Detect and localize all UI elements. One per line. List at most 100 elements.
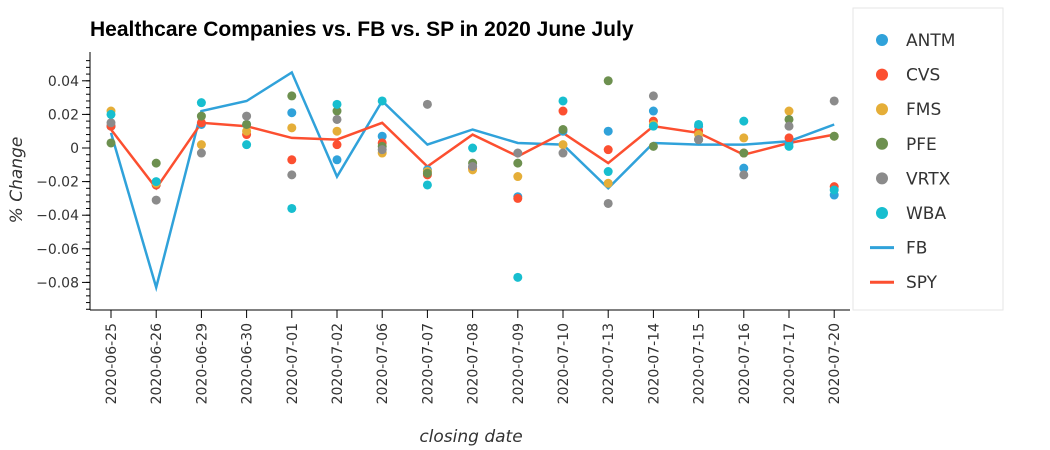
y-tick-label: −0.04 (36, 208, 79, 224)
point-vrtx (422, 99, 432, 109)
point-fms (784, 106, 794, 116)
legend-label-fb[interactable]: FB (906, 239, 927, 259)
y-axis-label: % Change (7, 137, 27, 224)
point-vrtx (468, 161, 478, 171)
point-cvs (196, 118, 206, 128)
x-tick-label: 2020-07-20 (827, 323, 843, 404)
point-vrtx (151, 195, 161, 205)
legend-label-cvs[interactable]: CVS (906, 66, 940, 86)
y-tick-label: −0.06 (36, 242, 79, 258)
point-pfe (242, 119, 252, 129)
point-wba (287, 203, 297, 213)
point-fms (332, 126, 342, 136)
point-pfe (739, 148, 749, 158)
legend-label-pfe[interactable]: PFE (906, 135, 937, 155)
x-tick-label: 2020-07-10 (556, 323, 572, 404)
point-wba (784, 141, 794, 151)
point-wba (196, 98, 206, 108)
point-pfe (196, 111, 206, 121)
point-antm (377, 131, 387, 141)
legend-marker-pfe (876, 137, 888, 150)
legend[interactable]: ANTM CVS FMS PFE VRTX WBA FB SPY (852, 7, 1004, 311)
point-vrtx (196, 148, 206, 158)
point-cvs (287, 155, 297, 165)
y-tick-label: 0.04 (48, 74, 79, 90)
y-tick-label: −0.08 (36, 275, 79, 291)
legend-label-spy[interactable]: SPY (906, 273, 938, 293)
legend-marker-wba (876, 207, 888, 219)
point-vrtx (603, 198, 613, 208)
x-tick-label: 2020-07-09 (511, 323, 527, 404)
x-tick-label: 2020-07-08 (466, 323, 482, 404)
legend-label-vrtx[interactable]: VRTX (906, 169, 951, 189)
legend-marker-antm (876, 34, 888, 46)
point-wba (422, 180, 432, 190)
point-wba (242, 140, 252, 150)
point-wba (513, 272, 523, 282)
point-wba (648, 121, 658, 131)
point-antm (603, 126, 613, 136)
point-pfe (829, 131, 839, 141)
point-fms (196, 140, 206, 150)
point-vrtx (739, 170, 749, 180)
point-pfe (648, 141, 658, 151)
x-tick-label: 2020-07-15 (692, 323, 708, 404)
x-tick-label: 2020-07-01 (285, 323, 301, 404)
point-vrtx (377, 145, 387, 155)
x-tick-label: 2020-06-29 (194, 323, 210, 404)
x-tick-label: 2020-06-30 (240, 323, 256, 404)
x-tick-label: 2020-06-25 (104, 323, 120, 404)
point-wba (829, 185, 839, 195)
point-antm (332, 155, 342, 165)
point-wba (739, 116, 749, 126)
point-vrtx (784, 121, 794, 131)
point-pfe (422, 168, 432, 178)
point-antm (739, 163, 749, 173)
point-pfe (603, 76, 613, 86)
point-cvs (332, 140, 342, 150)
point-wba (468, 143, 478, 153)
plot-area (106, 70, 839, 293)
point-fms (287, 123, 297, 133)
point-pfe (287, 91, 297, 101)
legend-label-fms[interactable]: FMS (906, 100, 941, 120)
y-tick-label: 0 (70, 141, 79, 157)
legend-marker-fms (876, 103, 888, 116)
point-fms (558, 140, 568, 150)
point-cvs (513, 193, 523, 203)
point-pfe (784, 114, 794, 124)
point-cvs (558, 106, 568, 116)
point-pfe (513, 158, 523, 168)
point-vrtx (558, 148, 568, 158)
y-axis: 0.04 0.02 0 −0.02 −0.04 −0.06 −0.08 (36, 52, 91, 310)
point-pfe (558, 125, 568, 135)
legend-label-wba[interactable]: WBA (906, 204, 946, 224)
point-vrtx (287, 170, 297, 180)
point-wba (603, 167, 613, 177)
x-tick-label: 2020-06-26 (149, 323, 165, 404)
y-tick-label: 0.02 (48, 107, 79, 123)
x-tick-label: 2020-07-13 (601, 323, 617, 404)
x-tick-label: 2020-07-07 (420, 323, 436, 404)
line-fb (109, 70, 835, 293)
point-antm (287, 108, 297, 118)
x-tick-label: 2020-07-17 (782, 323, 798, 404)
point-fms (603, 178, 613, 188)
x-tick-label: 2020-07-16 (737, 323, 753, 404)
point-vrtx (513, 148, 523, 158)
chart-title: Healthcare Companies vs. FB vs. SP in 20… (90, 18, 634, 41)
point-fms (739, 133, 749, 143)
point-vrtx (106, 118, 116, 128)
point-wba (377, 96, 387, 106)
point-antm (648, 106, 658, 116)
legend-label-antm[interactable]: ANTM (906, 31, 955, 51)
x-axis-label: closing date (419, 427, 522, 447)
x-tick-label: 2020-07-14 (646, 323, 662, 404)
legend-marker-vrtx (876, 172, 888, 185)
x-axis: 2020-06-25 2020-06-26 2020-06-29 2020-06-30… (90, 309, 850, 404)
point-fms (513, 172, 523, 182)
x-tick-label: 2020-07-02 (330, 323, 346, 404)
point-vrtx (242, 111, 252, 121)
point-wba (106, 109, 116, 119)
legend-box (852, 7, 1004, 311)
